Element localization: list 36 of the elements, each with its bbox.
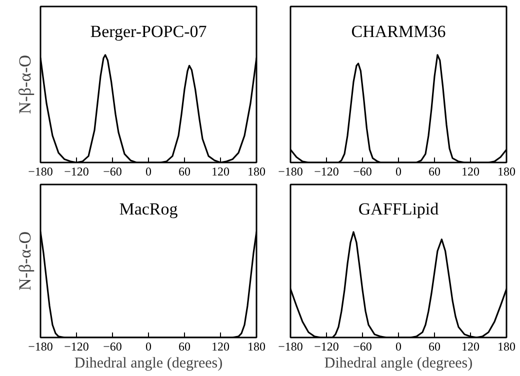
chart-title: MacRog bbox=[119, 199, 178, 218]
x-tick-label: −120 bbox=[314, 340, 339, 354]
x-tick-label: 60 bbox=[178, 164, 190, 178]
x-tick-label: 180 bbox=[248, 340, 266, 354]
x-tick-label: −60 bbox=[353, 164, 372, 178]
x-tick-label: 60 bbox=[428, 340, 440, 354]
x-tick-label: 120 bbox=[212, 340, 230, 354]
x-tick-label: −60 bbox=[353, 340, 372, 354]
y-axis-title: N-β-α-O bbox=[16, 231, 34, 291]
y-axis-title: N-β-α-O bbox=[16, 54, 34, 114]
x-tick-label: 0 bbox=[146, 164, 152, 178]
x-axis-title: Dihedral angle (degrees) bbox=[324, 356, 473, 372]
x-tick-label: −180 bbox=[278, 340, 303, 354]
x-tick-label: 120 bbox=[212, 164, 230, 178]
x-tick-label: 60 bbox=[428, 164, 440, 178]
chart-title: GAFFLipid bbox=[358, 199, 440, 218]
x-tick-label: 120 bbox=[462, 340, 480, 354]
x-tick-label: −60 bbox=[103, 340, 122, 354]
x-tick-label: 0 bbox=[396, 340, 402, 354]
x-tick-label: 180 bbox=[498, 164, 516, 178]
x-tick-label: −60 bbox=[103, 164, 122, 178]
x-tick-label: 180 bbox=[248, 164, 266, 178]
x-axis-title: Dihedral angle (degrees) bbox=[74, 356, 223, 372]
x-tick-label: −120 bbox=[314, 164, 339, 178]
x-tick-label: 180 bbox=[498, 340, 516, 354]
x-tick-label: 0 bbox=[146, 340, 152, 354]
x-tick-label: 0 bbox=[396, 164, 402, 178]
x-tick-label: −180 bbox=[28, 164, 53, 178]
chart-title: Berger-POPC-07 bbox=[90, 22, 208, 41]
x-tick-label: −120 bbox=[64, 340, 89, 354]
x-tick-label: 60 bbox=[178, 340, 190, 354]
x-tick-label: −120 bbox=[64, 164, 89, 178]
x-tick-label: 120 bbox=[462, 164, 480, 178]
x-tick-label: −180 bbox=[278, 164, 303, 178]
x-tick-label: −180 bbox=[28, 340, 53, 354]
chart-title: CHARMM36 bbox=[351, 22, 446, 41]
